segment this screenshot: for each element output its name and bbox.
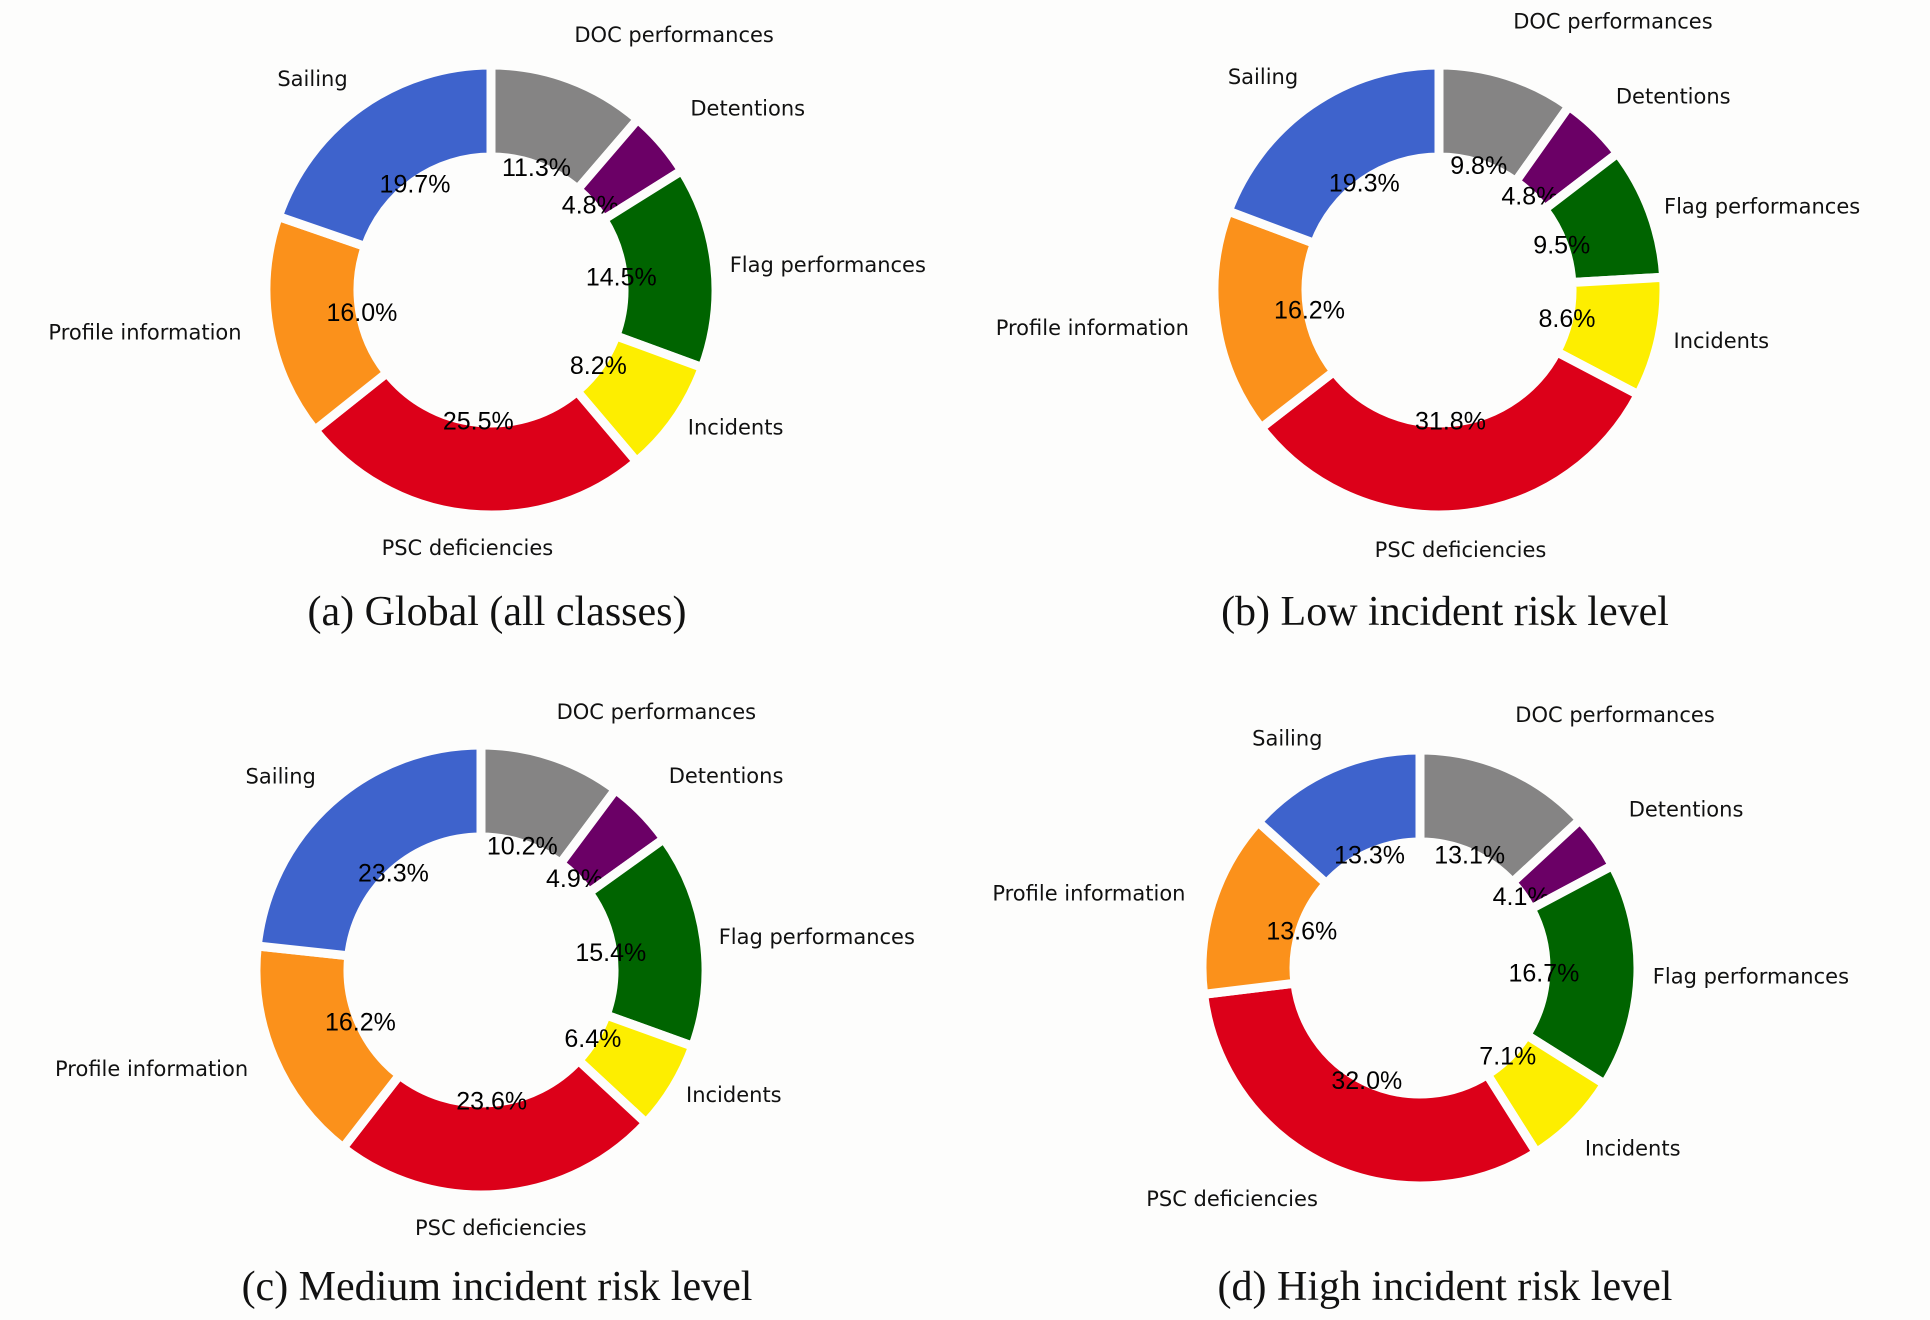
percent-label-profile-information: 13.6% bbox=[1266, 918, 1337, 946]
slice-psc-deficiencies bbox=[336, 1054, 653, 1200]
chart-caption: (d) High incident risk level bbox=[1218, 1264, 1673, 1310]
donut-chart-high-risk: 13.1%DOC performances4.1%Detentions16.7%… bbox=[992, 703, 1849, 1310]
percent-label-doc-performances: 10.2% bbox=[487, 833, 558, 861]
category-label-sailing: Sailing bbox=[246, 764, 316, 788]
slice-psc-deficiencies bbox=[1198, 978, 1543, 1191]
percent-label-incidents: 8.2% bbox=[570, 352, 627, 380]
category-label-profile-information: Profile information bbox=[48, 321, 241, 345]
percent-label-sailing: 19.7% bbox=[380, 170, 451, 198]
percent-label-flag-performances: 9.5% bbox=[1533, 232, 1590, 260]
category-label-profile-information: Profile information bbox=[55, 1057, 248, 1081]
category-label-psc-deficiencies: PSC deficiencies bbox=[1146, 1187, 1318, 1211]
category-label-doc-performances: DOC performances bbox=[1515, 703, 1714, 727]
percent-label-doc-performances: 9.8% bbox=[1450, 152, 1507, 180]
category-label-psc-deficiencies: PSC deficiencies bbox=[1375, 538, 1547, 562]
slice-sailing bbox=[272, 60, 496, 253]
percent-label-psc-deficiencies: 31.8% bbox=[1415, 408, 1486, 436]
category-label-sailing: Sailing bbox=[1228, 65, 1298, 89]
percent-label-psc-deficiencies: 23.6% bbox=[456, 1088, 527, 1116]
slice-profile-information bbox=[261, 210, 394, 437]
slice-sailing bbox=[1251, 745, 1425, 890]
slice-psc-deficiencies bbox=[308, 366, 643, 520]
category-label-doc-performances: DOC performances bbox=[557, 700, 756, 724]
percent-label-psc-deficiencies: 25.5% bbox=[443, 407, 514, 435]
percent-label-flag-performances: 16.7% bbox=[1508, 960, 1579, 988]
percent-label-sailing: 13.3% bbox=[1334, 842, 1405, 870]
slice-sailing bbox=[252, 740, 486, 961]
category-label-sailing: Sailing bbox=[277, 67, 347, 91]
category-label-flag-performances: Flag performances bbox=[730, 253, 926, 277]
percent-label-doc-performances: 11.3% bbox=[502, 154, 571, 182]
category-label-flag-performances: Flag performances bbox=[719, 925, 915, 949]
category-label-flag-performances: Flag performances bbox=[1653, 964, 1849, 988]
percent-label-flag-performances: 14.5% bbox=[586, 263, 657, 291]
percent-label-sailing: 19.3% bbox=[1329, 169, 1400, 197]
category-label-sailing: Sailing bbox=[1252, 727, 1322, 751]
category-label-detentions: Detentions bbox=[690, 97, 805, 121]
category-label-detentions: Detentions bbox=[669, 764, 784, 788]
category-label-profile-information: Profile information bbox=[992, 882, 1185, 906]
percent-label-doc-performances: 13.1% bbox=[1434, 841, 1505, 869]
percent-label-flag-performances: 15.4% bbox=[575, 939, 646, 967]
category-label-incidents: Incidents bbox=[1674, 329, 1770, 353]
category-label-flag-performances: Flag performances bbox=[1664, 195, 1860, 219]
category-label-psc-deficiencies: PSC deficiencies bbox=[382, 536, 554, 560]
category-label-psc-deficiencies: PSC deficiencies bbox=[415, 1216, 587, 1240]
percent-label-incidents: 6.4% bbox=[564, 1025, 621, 1053]
donut-chart-global: 11.3%DOC performances4.8%Detentions14.5%… bbox=[48, 23, 926, 635]
percent-label-profile-information: 16.0% bbox=[326, 299, 397, 327]
donut-chart-medium-risk: 10.2%DOC performances4.9%Detentions15.4%… bbox=[55, 700, 915, 1310]
percent-label-psc-deficiencies: 32.0% bbox=[1331, 1067, 1402, 1095]
category-label-doc-performances: DOC performances bbox=[1513, 10, 1712, 34]
category-label-detentions: Detentions bbox=[1616, 84, 1731, 108]
percent-label-sailing: 23.3% bbox=[358, 860, 429, 888]
slice-sailing bbox=[1222, 60, 1444, 250]
percent-label-profile-information: 16.2% bbox=[325, 1008, 396, 1036]
category-label-doc-performances: DOC performances bbox=[574, 23, 773, 47]
chart-caption: (b) Low incident risk level bbox=[1221, 589, 1669, 635]
donut-chart-low-risk: 9.8%DOC performances4.8%Detentions9.5%Fl… bbox=[996, 10, 1861, 636]
category-label-incidents: Incidents bbox=[686, 1083, 782, 1107]
slice-psc-deficiencies bbox=[1254, 345, 1645, 520]
percent-label-incidents: 7.1% bbox=[1479, 1043, 1536, 1071]
category-label-detentions: Detentions bbox=[1629, 798, 1744, 822]
category-label-profile-information: Profile information bbox=[996, 316, 1189, 340]
percent-label-incidents: 8.6% bbox=[1539, 305, 1596, 333]
percent-label-profile-information: 16.2% bbox=[1274, 297, 1345, 325]
category-label-incidents: Incidents bbox=[1585, 1137, 1681, 1161]
chart-caption: (c) Medium incident risk level bbox=[242, 1264, 753, 1310]
category-label-incidents: Incidents bbox=[688, 415, 784, 439]
chart-caption: (a) Global (all classes) bbox=[307, 589, 686, 635]
